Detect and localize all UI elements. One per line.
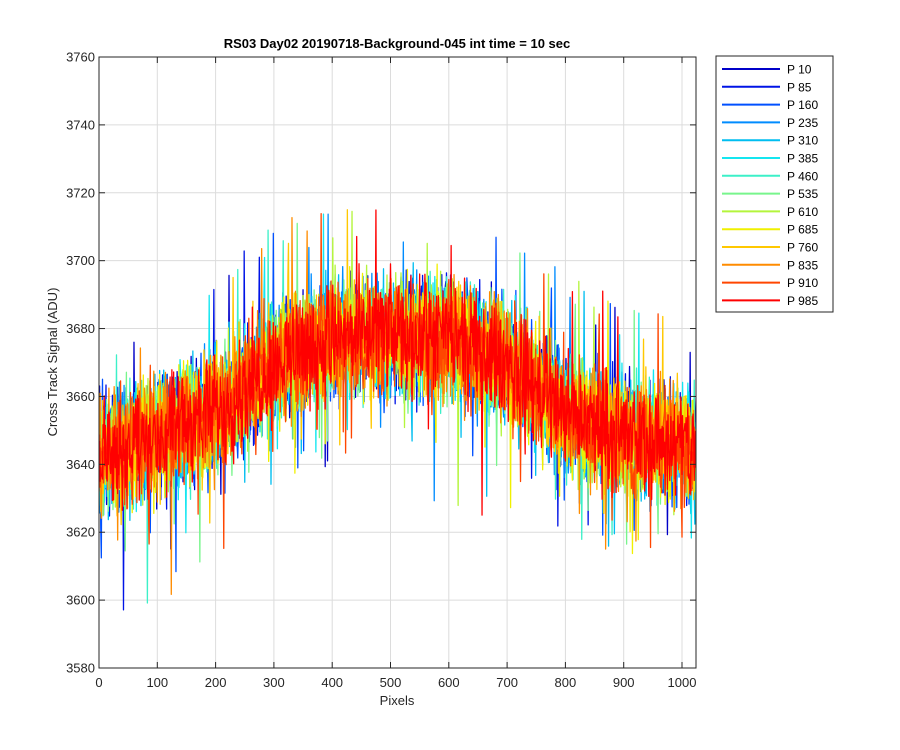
x-tick-label: 900 bbox=[613, 675, 635, 690]
legend-entry-label: P 85 bbox=[787, 80, 812, 94]
x-tick-label: 800 bbox=[555, 675, 577, 690]
legend-entry-label: P 310 bbox=[787, 134, 818, 148]
y-tick-label: 3640 bbox=[66, 457, 95, 472]
x-tick-label: 100 bbox=[146, 675, 168, 690]
y-tick-label: 3680 bbox=[66, 321, 95, 336]
x-tick-label: 1000 bbox=[668, 675, 697, 690]
legend-entry-label: P 985 bbox=[787, 294, 818, 308]
y-tick-label: 3600 bbox=[66, 593, 95, 608]
legend-entry-label: P 835 bbox=[787, 258, 818, 272]
legend-entry-label: P 610 bbox=[787, 205, 818, 219]
y-tick-label: 3700 bbox=[66, 253, 95, 268]
x-tick-label: 700 bbox=[496, 675, 518, 690]
legend-entry-label: P 535 bbox=[787, 187, 818, 201]
legend: P 10 P 85 P 160 P 235 P 310 P 385 P 460 P 535 P … bbox=[715, 55, 834, 313]
x-tick-label: 300 bbox=[263, 675, 285, 690]
x-tick-label: 0 bbox=[95, 675, 102, 690]
y-axis-label: Cross Track Signal (ADU) bbox=[45, 288, 60, 437]
legend-entry-label: P 685 bbox=[787, 223, 818, 237]
legend-entry-label: P 235 bbox=[787, 116, 818, 130]
axes-box bbox=[98, 56, 697, 669]
y-tick-label: 3580 bbox=[66, 661, 95, 676]
y-tick-label: 3720 bbox=[66, 185, 95, 200]
legend-box bbox=[715, 55, 834, 313]
legend-entry-label: P 460 bbox=[787, 169, 818, 183]
plot-area bbox=[99, 209, 696, 611]
x-tick-label: 600 bbox=[438, 675, 460, 690]
legend-entry-label: P 760 bbox=[787, 241, 818, 255]
x-tick-label: 400 bbox=[321, 675, 343, 690]
y-tick-label: 3740 bbox=[66, 117, 95, 132]
series-line-p-985 bbox=[99, 209, 696, 516]
legend-entry-label: P 10 bbox=[787, 63, 812, 77]
y-tick-label: 3660 bbox=[66, 389, 95, 404]
y-tick-label: 3760 bbox=[66, 50, 95, 65]
x-tick-label: 200 bbox=[205, 675, 227, 690]
legend-entry-label: P 160 bbox=[787, 98, 818, 112]
y-tick-label: 3620 bbox=[66, 525, 95, 540]
x-axis-label: Pixels bbox=[380, 693, 415, 708]
x-tick-label: 500 bbox=[380, 675, 402, 690]
axes: 0 100 200 300 400 500 600 700 800 900 1000 3580 3600… bbox=[66, 50, 697, 690]
legend-entry-label: P 385 bbox=[787, 152, 818, 166]
legend-entry-label: P 910 bbox=[787, 276, 818, 290]
chart-title: RS03 Day02 20190718-Background-045 int t… bbox=[224, 36, 571, 51]
